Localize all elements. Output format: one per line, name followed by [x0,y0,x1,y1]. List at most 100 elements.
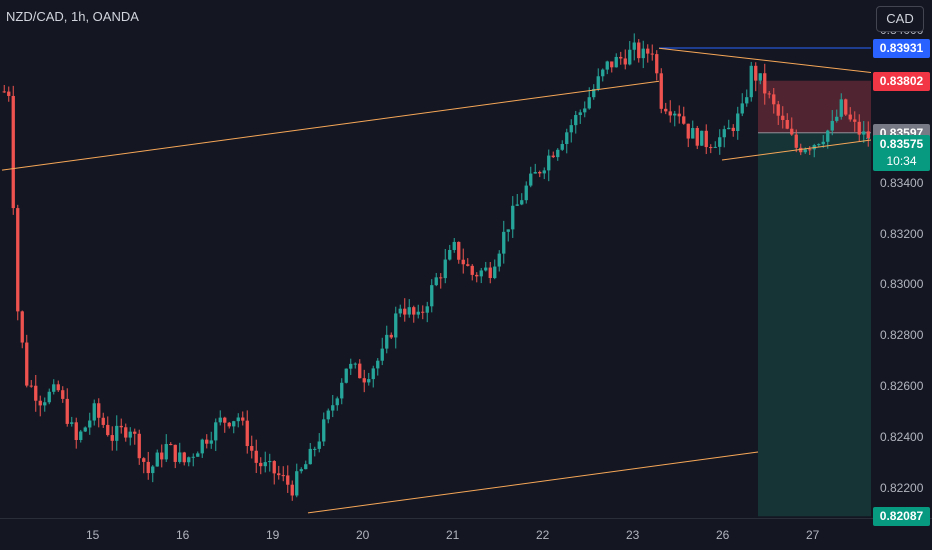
candle-body [137,433,141,459]
candle-body [677,113,681,117]
candle-body [308,448,312,465]
candle-body [20,311,24,343]
price-tick-label: 0.83400 [880,175,924,190]
candle-body [659,73,663,109]
candle-body [277,473,281,476]
candle-body [655,54,659,74]
candle-body [790,128,794,135]
candle-body [493,266,497,279]
candle-body [299,469,303,472]
candle-body [250,446,254,451]
candle-body [569,125,573,133]
candle-body [736,113,740,131]
price-tick-label: 0.82200 [880,480,924,495]
candle-body [722,129,726,138]
candle-body [214,422,218,441]
candle-body [623,58,627,65]
currency-button[interactable]: CAD [876,6,924,32]
candle-body [479,270,483,277]
candle-body [160,452,164,460]
candle-body [754,65,758,81]
candle-body [196,453,200,457]
candle-body [304,464,308,470]
candle-body [263,462,267,467]
candle-body [560,144,564,150]
bar-countdown: 10:34 [886,154,917,169]
stop-loss-price-tag: 0.83802 [873,71,930,91]
candles-group [2,33,870,501]
candle-body [691,128,695,139]
candle-body [844,99,848,115]
candle-body [439,277,443,279]
candle-body [362,378,366,383]
candle-body [452,241,456,250]
candle-body [632,42,636,50]
candle-body [241,417,245,421]
candle-body [587,97,591,109]
price-tick-label: 0.82800 [880,328,924,343]
horizontal-line-price-tag: 0.83931 [873,38,930,58]
candle-body [506,229,510,232]
take-profit-zone [758,132,871,517]
candle-body [542,170,546,174]
price-chart[interactable] [0,0,871,518]
candle-body [65,398,69,424]
candle-body [529,173,533,186]
candle-body [709,147,713,149]
candle-body [641,48,645,59]
candle-body [551,155,555,158]
candle-body [353,363,357,365]
candle-body [389,334,393,338]
candle-body [61,390,65,399]
candle-body [646,48,650,54]
candle-body [380,348,384,361]
price-tick-label: 0.82400 [880,429,924,444]
candle-body [740,103,744,114]
candle-body [610,61,614,68]
price-tick-label: 0.83000 [880,277,924,292]
candle-body [232,421,236,427]
candle-body [407,307,411,315]
candle-body [106,424,110,436]
candle-body [295,471,299,496]
symbol-title: NZD/CAD, 1h, OANDA [6,9,139,24]
candle-body [101,417,105,425]
candle-body [853,119,857,122]
candle-body [182,452,186,463]
time-axis[interactable]: 15 16 19 20 21 22 23 26 27 [0,518,932,550]
candle-body [781,115,785,120]
candle-body [119,425,123,428]
candle-body [524,185,528,201]
candle-body [227,422,231,427]
candle-body [128,431,132,438]
candle-body [578,112,582,116]
time-tick-label: 23 [626,528,640,542]
candle-body [443,259,447,279]
candle-body [110,435,114,441]
candle-body [475,274,479,277]
candle-body [218,417,222,423]
candle-body [25,342,29,386]
candle-body [601,69,605,77]
time-tick-label: 15 [86,528,100,542]
candle-body [767,93,771,95]
candle-body [583,108,587,113]
candle-body [758,73,762,81]
candle-body [830,120,834,131]
candle-body [565,132,569,145]
candle-body [538,171,542,174]
time-tick-label: 22 [536,528,550,542]
candle-body [628,49,632,65]
candle-body [56,384,60,391]
candle-body [448,249,452,260]
candle-body [857,121,861,135]
candle-body [290,484,294,496]
candle-body [74,422,78,440]
candle-body [412,307,416,315]
candle-body [142,458,146,462]
candle-body [187,457,191,463]
last-price-tag: 0.83575 10:34 [873,135,930,172]
candle-body [281,475,285,477]
candle-body [322,419,326,442]
